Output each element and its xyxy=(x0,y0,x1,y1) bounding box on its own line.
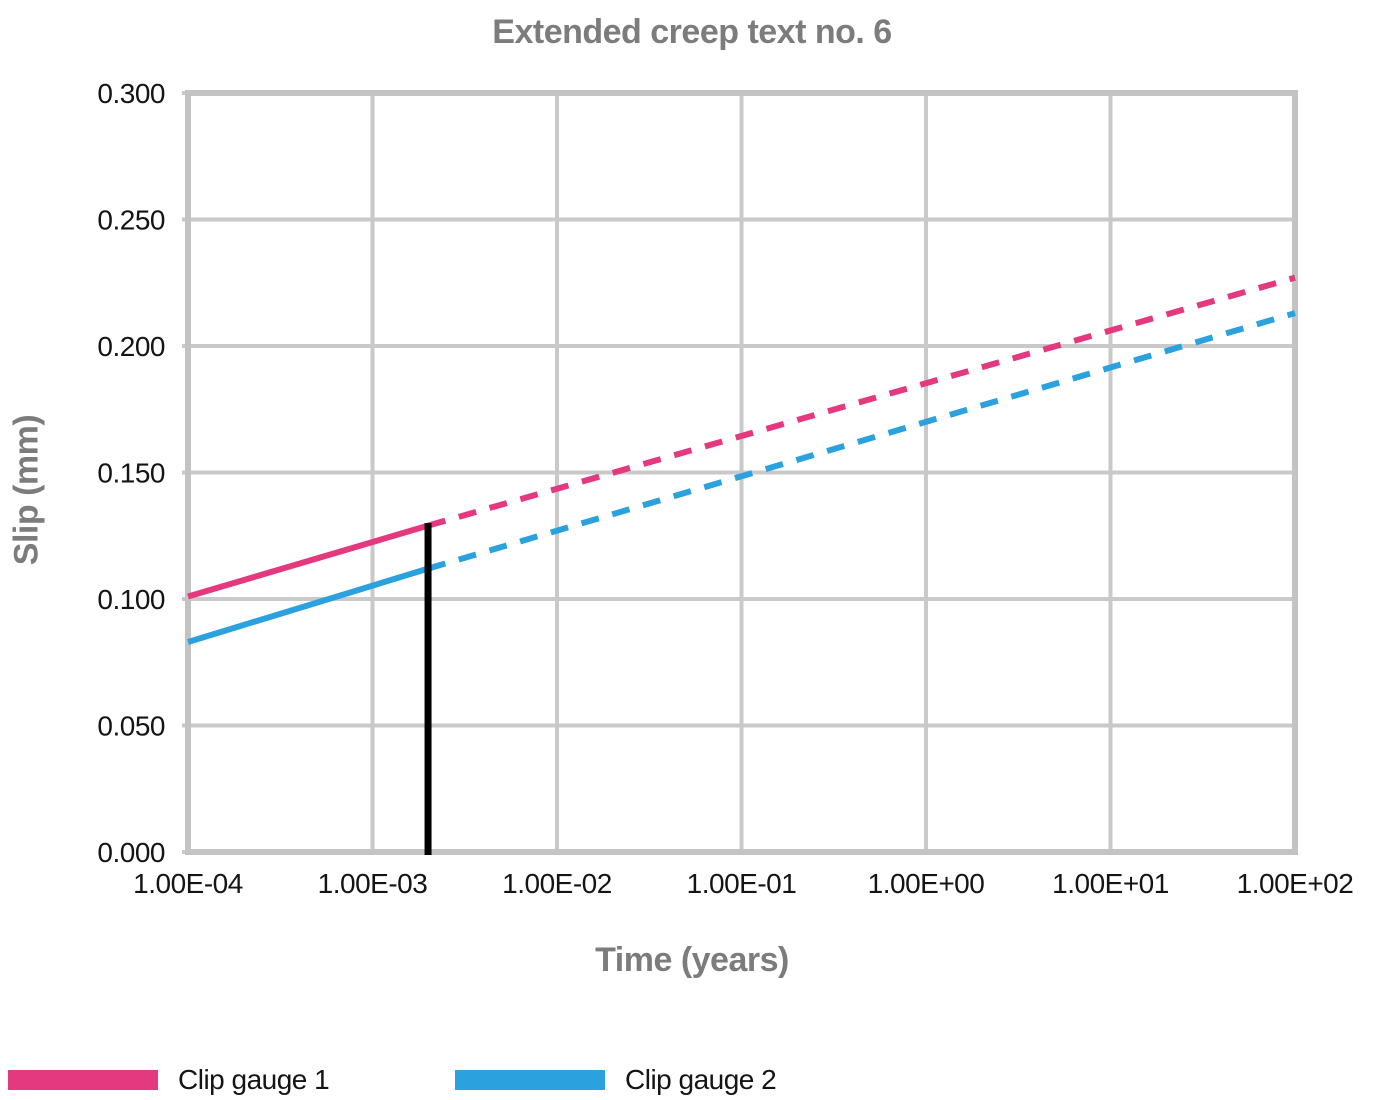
x-tick-label: 1.00E-03 xyxy=(318,868,428,899)
legend-label-clip-gauge-1: Clip gauge 1 xyxy=(178,1064,330,1095)
series-solid-line-2 xyxy=(187,565,429,645)
y-tick-label: 0.200 xyxy=(97,331,165,362)
legend-swatch-clip-gauge-1 xyxy=(8,1070,158,1090)
x-tick-label: 1.00E-01 xyxy=(687,868,797,899)
y-tick-label: 0.150 xyxy=(97,458,165,489)
series-dashed-line-1 xyxy=(427,274,1296,529)
legend: Clip gauge 1 Clip gauge 2 xyxy=(0,1064,1384,1100)
y-tick-label: 0.300 xyxy=(97,78,165,109)
chart-title: Extended creep text no. 6 xyxy=(492,13,892,51)
legend-swatch-clip-gauge-2 xyxy=(455,1070,605,1090)
y-tick-label: 0.000 xyxy=(97,837,165,868)
y-tick-label: 0.050 xyxy=(97,711,165,742)
y-tick-label: 0.250 xyxy=(97,205,165,236)
x-tick-label: 1.00E-02 xyxy=(502,868,612,899)
y-axis-title: Slip (mm) xyxy=(7,414,46,566)
series-dashed-line-2 xyxy=(427,310,1296,572)
x-tick-label: 1.00E+01 xyxy=(1052,868,1169,899)
plot-border xyxy=(185,90,1298,855)
x-axis-title: Time (years) xyxy=(595,941,789,979)
legend-label-clip-gauge-2: Clip gauge 2 xyxy=(625,1064,777,1095)
legend-item-clip-gauge-2: Clip gauge 2 xyxy=(455,1064,777,1096)
x-tick-label: 1.00E-04 xyxy=(133,868,243,899)
legend-item-clip-gauge-1: Clip gauge 1 xyxy=(8,1064,330,1096)
x-tick-label: 1.00E+02 xyxy=(1237,868,1354,899)
x-tick-label: 1.00E+00 xyxy=(868,868,985,899)
y-tick-label: 0.100 xyxy=(97,584,165,615)
series-solid-line-1 xyxy=(187,522,429,600)
